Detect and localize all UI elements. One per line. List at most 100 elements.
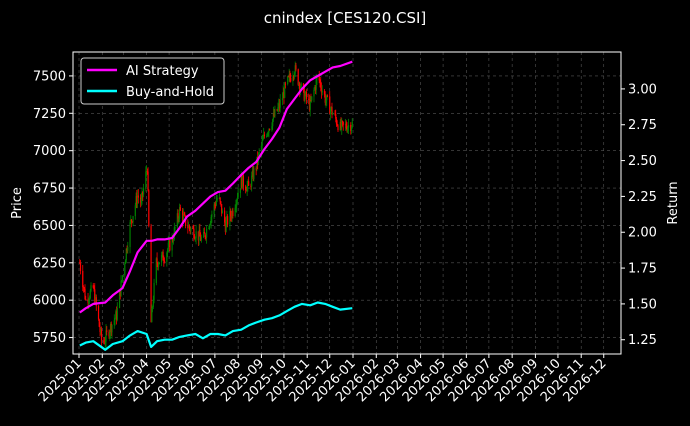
price-candle-body xyxy=(252,170,254,179)
price-candle-body xyxy=(151,307,153,323)
price-candle-body xyxy=(151,307,154,309)
price-candle-body xyxy=(240,175,242,189)
price-candle-body xyxy=(271,126,273,130)
price-candle-body xyxy=(195,231,197,239)
price-candle-body xyxy=(234,207,236,216)
price-candle-body xyxy=(188,225,190,228)
price-candle-body xyxy=(245,186,247,191)
price-candle-body xyxy=(273,113,275,117)
price-candle-body xyxy=(171,237,173,251)
price-candle-body xyxy=(226,216,228,222)
price-candle-body xyxy=(209,223,211,225)
left-axis-label: Price xyxy=(10,187,25,219)
price-candle-body xyxy=(90,285,92,291)
price-candle-body xyxy=(146,171,148,173)
price-candle-body xyxy=(103,342,106,344)
right-axis-label: Return xyxy=(666,181,681,224)
price-candle-body xyxy=(178,207,181,219)
price-candle-body xyxy=(303,87,305,101)
price-candle-body xyxy=(347,124,350,128)
price-candle-body xyxy=(297,69,299,85)
price-candle-body xyxy=(121,275,124,281)
return-lines xyxy=(79,60,353,351)
right-axis: 1.25 1.50 1.75 2.00 2.25 2.50 2.75 3.00 xyxy=(621,82,657,348)
right-axis-tick-label: 2.25 xyxy=(628,190,657,205)
series-line-ai-strategy xyxy=(79,60,353,314)
price-candle-body xyxy=(126,248,128,251)
price-candle-body xyxy=(216,197,218,201)
price-candle-body xyxy=(211,214,213,217)
price-candle-body xyxy=(203,232,205,238)
price-candle-body xyxy=(108,331,110,337)
price-candle-body xyxy=(299,83,301,91)
price-candle-body xyxy=(329,96,331,114)
price-candle-body xyxy=(190,227,192,231)
price-candle-body xyxy=(325,100,327,103)
left-axis-tick-label: 7250 xyxy=(33,107,66,122)
price-candle-body xyxy=(130,219,133,222)
price-candle-body xyxy=(125,248,127,261)
price-candle-body xyxy=(139,197,142,203)
price-candle-body xyxy=(329,109,332,114)
legend-label-buy-and-hold: Buy-and-Hold xyxy=(126,85,214,100)
price-candle-body xyxy=(235,206,237,208)
price-candle-body xyxy=(134,205,136,217)
price-candle-body xyxy=(177,213,179,219)
price-candle-body xyxy=(150,226,152,323)
price-candle-body xyxy=(319,80,321,82)
price-candle-body xyxy=(304,95,306,101)
price-candle-body xyxy=(283,91,285,98)
price-candle-body xyxy=(335,114,337,119)
price-candle-body xyxy=(287,76,290,78)
price-candle-body xyxy=(188,225,190,229)
price-candle-body xyxy=(194,238,196,240)
price-candle-body xyxy=(88,298,91,301)
price-candle-body xyxy=(278,103,281,108)
price-candle-body xyxy=(82,270,84,288)
right-axis-tick-label: 2.50 xyxy=(628,154,657,169)
price-candle-body xyxy=(258,152,260,154)
price-candle-body xyxy=(339,122,341,131)
price-candle-body xyxy=(158,262,160,265)
price-candle-body xyxy=(94,297,97,304)
price-candle-body xyxy=(266,133,269,136)
price-candle-body xyxy=(209,224,211,228)
price-candle-body xyxy=(169,240,171,251)
price-candle-body xyxy=(305,92,307,96)
price-candle-body xyxy=(308,98,310,100)
price-candle-body xyxy=(100,329,103,341)
legend: AI Strategy Buy-and-Hold xyxy=(80,57,225,105)
price-candle-body xyxy=(320,81,322,88)
price-candle-body xyxy=(340,122,342,129)
price-candle-body xyxy=(284,83,287,85)
price-candle-body xyxy=(205,237,207,239)
price-candle-body xyxy=(82,287,85,289)
price-candle-body xyxy=(115,311,117,319)
price-candle-body xyxy=(221,204,223,214)
price-candle-body xyxy=(103,340,105,343)
price-candle-body xyxy=(93,287,95,290)
right-axis-tick-label: 1.75 xyxy=(628,262,657,277)
price-candle-body xyxy=(341,121,343,129)
price-candle-body xyxy=(127,246,129,251)
right-axis-tick-label: 2.75 xyxy=(628,118,657,133)
price-candle-body xyxy=(105,330,107,342)
price-candle-body xyxy=(124,263,126,276)
price-candle-body xyxy=(326,95,328,101)
price-candle-body xyxy=(193,228,195,239)
price-candle-body xyxy=(324,94,326,103)
price-candle-body xyxy=(163,260,165,262)
price-candle-body xyxy=(309,100,311,110)
price-candle-body xyxy=(346,128,348,132)
price-candle-body xyxy=(337,125,339,131)
price-candle-body xyxy=(267,132,269,134)
price-candle-body xyxy=(104,341,106,344)
price-candle-body xyxy=(344,123,347,125)
price-candle-body xyxy=(92,285,94,288)
price-candle-body xyxy=(239,188,242,193)
price-candle-body xyxy=(246,185,248,192)
price-candle-body xyxy=(187,225,189,229)
price-candle-body xyxy=(109,332,111,337)
right-axis-tick-label: 1.25 xyxy=(628,333,657,348)
